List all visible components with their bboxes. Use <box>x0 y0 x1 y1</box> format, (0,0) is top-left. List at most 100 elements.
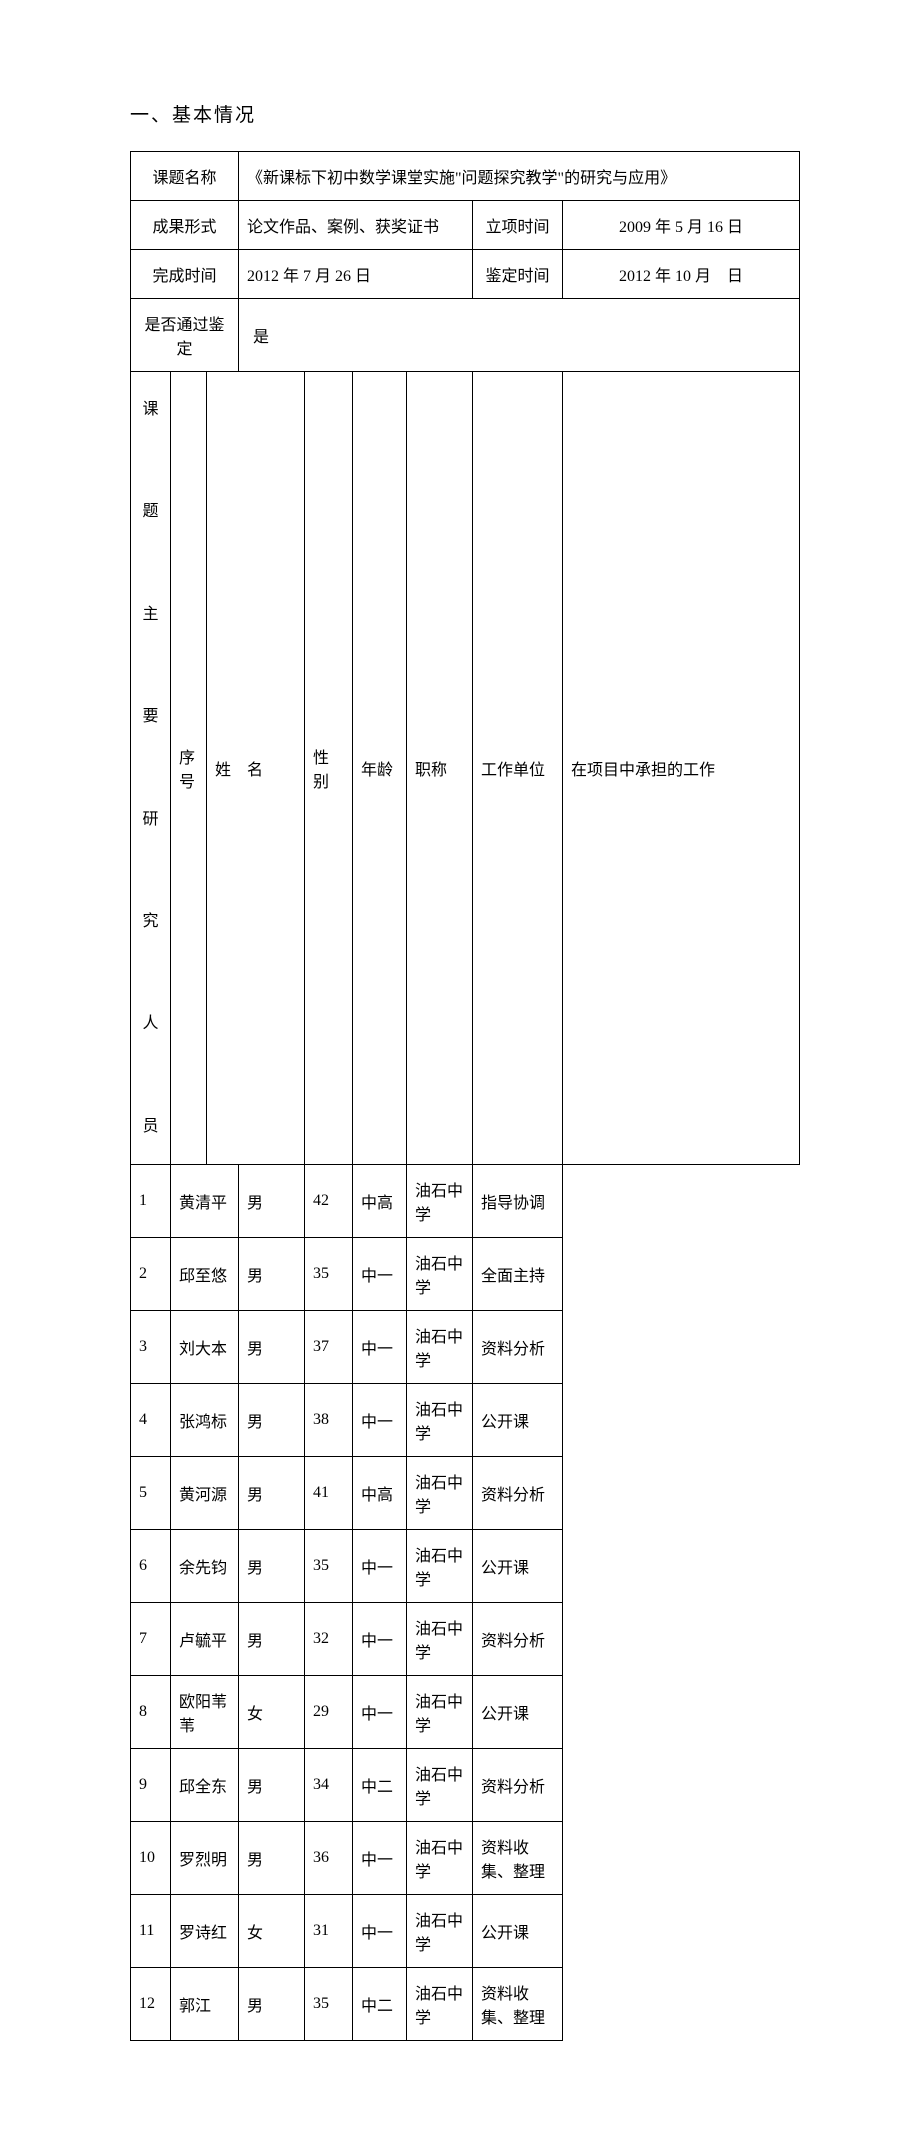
cell-unit: 油石中学 <box>407 1237 473 1310</box>
table-row: 4张鸿标男38中一油石中学公开课 <box>131 1383 800 1456</box>
row-complete-date: 完成时间 2012 年 7 月 26 日 鉴定时间 2012 年 10 月 日 <box>131 250 800 299</box>
value-complete-date: 2012 年 7 月 26 日 <box>239 250 473 299</box>
cell-role: 公开课 <box>473 1675 563 1748</box>
cell-gender: 男 <box>239 1602 305 1675</box>
cell-idx: 9 <box>131 1748 171 1821</box>
cell-name: 罗诗红 <box>171 1894 239 1967</box>
cell-rank: 中一 <box>353 1383 407 1456</box>
th-unit: 工作单位 <box>473 372 563 1165</box>
table-row: 11罗诗红女31中一油石中学公开课 <box>131 1894 800 1967</box>
th-role: 在项目中承担的工作 <box>563 372 800 1165</box>
cell-rank: 中二 <box>353 1967 407 2040</box>
cell-unit: 油石中学 <box>407 1456 473 1529</box>
cell-name: 邱全东 <box>171 1748 239 1821</box>
cell-age: 35 <box>305 1529 353 1602</box>
cell-rank: 中高 <box>353 1164 407 1237</box>
th-age: 年龄 <box>353 372 407 1165</box>
cell-role: 资料收集、整理 <box>473 1821 563 1894</box>
row-result-form: 成果形式 论文作品、案例、获奖证书 立项时间 2009 年 5 月 16 日 <box>131 201 800 250</box>
cell-age: 41 <box>305 1456 353 1529</box>
label-complete-date: 完成时间 <box>131 250 239 299</box>
cell-role: 公开课 <box>473 1383 563 1456</box>
cell-name: 郭江 <box>171 1967 239 2040</box>
label-evaluate-date: 鉴定时间 <box>473 250 563 299</box>
table-row: 6余先钧男35中一油石中学公开课 <box>131 1529 800 1602</box>
cell-gender: 男 <box>239 1164 305 1237</box>
cell-age: 31 <box>305 1894 353 1967</box>
cell-role: 资料分析 <box>473 1602 563 1675</box>
cell-age: 42 <box>305 1164 353 1237</box>
cell-unit: 油石中学 <box>407 1164 473 1237</box>
cell-rank: 中二 <box>353 1748 407 1821</box>
label-topic-name: 课题名称 <box>131 152 239 201</box>
team-header-row: 课 题 主 要 研 究 人 员 序号 姓 名 性别 年龄 职称 工作单位 在项目… <box>131 372 800 1165</box>
cell-rank: 中一 <box>353 1894 407 1967</box>
table-row: 3刘大本男37中一油石中学资料分析 <box>131 1310 800 1383</box>
cell-gender: 男 <box>239 1967 305 2040</box>
row-topic-name: 课题名称 《新课标下初中数学课堂实施"问题探究教学"的研究与应用》 <box>131 152 800 201</box>
cell-idx: 12 <box>131 1967 171 2040</box>
row-passed: 是否通过鉴定 是 <box>131 299 800 372</box>
cell-gender: 男 <box>239 1748 305 1821</box>
th-rank: 职称 <box>407 372 473 1165</box>
cell-role: 资料分析 <box>473 1748 563 1821</box>
cell-idx: 2 <box>131 1237 171 1310</box>
cell-unit: 油石中学 <box>407 1821 473 1894</box>
label-approval-date: 立项时间 <box>473 201 563 250</box>
cell-role: 公开课 <box>473 1894 563 1967</box>
cell-idx: 6 <box>131 1529 171 1602</box>
cell-name: 刘大本 <box>171 1310 239 1383</box>
table-row: 12郭江男35中二油石中学资料收集、整理 <box>131 1967 800 2040</box>
cell-unit: 油石中学 <box>407 1894 473 1967</box>
th-idx: 序号 <box>171 372 207 1165</box>
section-title: 一、基本情况 <box>130 100 800 127</box>
cell-age: 37 <box>305 1310 353 1383</box>
label-passed: 是否通过鉴定 <box>131 299 239 372</box>
value-evaluate-date: 2012 年 10 月 日 <box>563 250 800 299</box>
cell-unit: 油石中学 <box>407 1383 473 1456</box>
cell-rank: 中一 <box>353 1237 407 1310</box>
cell-rank: 中一 <box>353 1821 407 1894</box>
cell-age: 29 <box>305 1675 353 1748</box>
cell-rank: 中一 <box>353 1675 407 1748</box>
cell-rank: 中一 <box>353 1310 407 1383</box>
cell-age: 38 <box>305 1383 353 1456</box>
cell-role: 公开课 <box>473 1529 563 1602</box>
cell-unit: 油石中学 <box>407 1967 473 2040</box>
table-row: 5黄河源男41中高油石中学资料分析 <box>131 1456 800 1529</box>
cell-idx: 1 <box>131 1164 171 1237</box>
cell-role: 资料分析 <box>473 1310 563 1383</box>
basic-info-table: 课题名称 《新课标下初中数学课堂实施"问题探究教学"的研究与应用》 成果形式 论… <box>130 151 800 2041</box>
cell-gender: 男 <box>239 1383 305 1456</box>
cell-age: 34 <box>305 1748 353 1821</box>
cell-role: 资料分析 <box>473 1456 563 1529</box>
cell-idx: 4 <box>131 1383 171 1456</box>
cell-rank: 中高 <box>353 1456 407 1529</box>
cell-gender: 女 <box>239 1894 305 1967</box>
label-team-vertical: 课 题 主 要 研 究 人 员 <box>131 372 171 1165</box>
cell-idx: 10 <box>131 1821 171 1894</box>
cell-role: 资料收集、整理 <box>473 1967 563 2040</box>
cell-name: 罗烈明 <box>171 1821 239 1894</box>
cell-name: 欧阳苇苇 <box>171 1675 239 1748</box>
table-row: 1黄清平男42中高油石中学指导协调 <box>131 1164 800 1237</box>
value-passed: 是 <box>239 299 800 372</box>
cell-gender: 女 <box>239 1675 305 1748</box>
cell-idx: 5 <box>131 1456 171 1529</box>
cell-name: 黄清平 <box>171 1164 239 1237</box>
cell-role: 全面主持 <box>473 1237 563 1310</box>
cell-unit: 油石中学 <box>407 1748 473 1821</box>
cell-unit: 油石中学 <box>407 1310 473 1383</box>
cell-role: 指导协调 <box>473 1164 563 1237</box>
cell-rank: 中一 <box>353 1602 407 1675</box>
cell-gender: 男 <box>239 1237 305 1310</box>
table-row: 10罗烈明男36中一油石中学资料收集、整理 <box>131 1821 800 1894</box>
cell-gender: 男 <box>239 1529 305 1602</box>
cell-name: 邱至悠 <box>171 1237 239 1310</box>
cell-age: 35 <box>305 1967 353 2040</box>
value-result-form: 论文作品、案例、获奖证书 <box>239 201 473 250</box>
cell-unit: 油石中学 <box>407 1529 473 1602</box>
table-row: 8欧阳苇苇女29中一油石中学公开课 <box>131 1675 800 1748</box>
th-name: 姓 名 <box>207 372 305 1165</box>
cell-name: 余先钧 <box>171 1529 239 1602</box>
